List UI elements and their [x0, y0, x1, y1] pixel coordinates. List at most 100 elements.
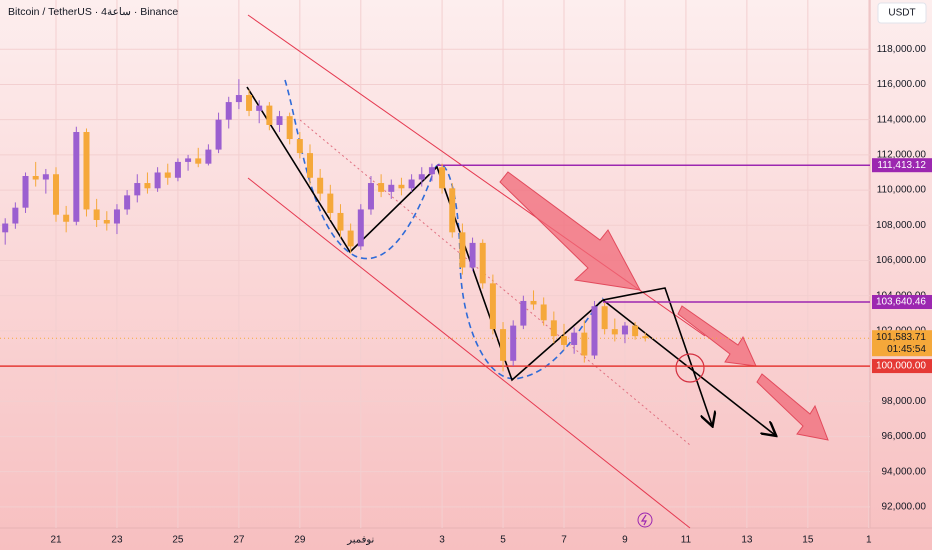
candle-body — [347, 230, 354, 247]
candle-body — [388, 184, 395, 192]
candle-body — [642, 336, 649, 339]
candle-body — [32, 176, 39, 180]
countdown-label: 01:45:54 — [887, 344, 926, 355]
y-tick-label: 110,000.00 — [877, 185, 927, 196]
candle-body — [621, 325, 628, 335]
y-tick-label: 94,000.00 — [882, 466, 927, 477]
trend-arrow — [499, 171, 641, 291]
levels — [0, 164, 870, 367]
candle-body — [337, 212, 344, 231]
candle-body — [246, 95, 253, 111]
level-label: 111,413.12 — [877, 160, 926, 171]
event-icon[interactable] — [637, 512, 653, 528]
candle-body — [83, 132, 90, 210]
candle-body — [22, 176, 29, 208]
last-price-tag — [872, 330, 932, 357]
candle-body — [408, 179, 415, 189]
candle-body — [459, 232, 466, 268]
candle-body — [73, 132, 80, 222]
candle-body — [378, 183, 385, 192]
candle-body — [195, 158, 202, 164]
candle-body — [185, 158, 192, 162]
candle-body — [317, 177, 324, 194]
candle-body — [428, 167, 435, 175]
candle-body — [530, 300, 537, 305]
x-tick-label: نوفمبر — [346, 535, 374, 546]
candle-body — [439, 167, 446, 189]
level-tag — [872, 295, 932, 310]
candle-body — [591, 306, 598, 356]
candle-body — [2, 223, 9, 233]
candle-body — [479, 242, 486, 284]
candle-body — [357, 209, 364, 247]
event-icon — [640, 514, 647, 526]
candle-body — [520, 300, 527, 326]
candle-body — [113, 209, 120, 224]
candle-body — [307, 153, 313, 178]
x-tick-label: 27 — [233, 535, 245, 546]
x-tick-label: 13 — [741, 535, 753, 546]
x-tick-label: 7 — [561, 535, 567, 546]
projection-arrow — [602, 299, 775, 435]
candle-body — [205, 149, 212, 164]
candle-body — [367, 183, 374, 210]
last-price-label: 101,583.71 — [876, 332, 926, 343]
candle-body — [134, 183, 141, 196]
zigzag — [246, 86, 712, 425]
candle-body — [93, 209, 100, 220]
x-tick-label: 23 — [111, 535, 123, 546]
candle-body — [266, 105, 273, 125]
y-tick-label: 92,000.00 — [882, 502, 927, 513]
candle-body — [174, 161, 181, 178]
level-label: 100,000.00 — [876, 361, 926, 372]
y-tick-label: 114,000.00 — [877, 114, 927, 125]
x-tick-label: 25 — [172, 535, 184, 546]
candle-body — [103, 220, 110, 224]
candle-body — [469, 242, 476, 268]
x-tick-label: 3 — [439, 535, 445, 546]
candle-body — [154, 172, 161, 189]
x-tick-label: 21 — [50, 535, 62, 546]
candle-body — [296, 139, 303, 154]
candle-body — [398, 184, 405, 189]
candle-body — [144, 183, 151, 189]
candle-body — [286, 116, 293, 140]
candle-body — [571, 332, 578, 345]
y-tick-label: 98,000.00 — [882, 396, 927, 407]
level-tag — [872, 158, 932, 173]
candle-body — [256, 105, 263, 111]
x-tick-label: 11 — [681, 535, 692, 546]
candle-body — [276, 116, 283, 125]
y-tick-label: 96,000.00 — [882, 431, 927, 442]
currency-label[interactable]: USDT — [888, 8, 915, 19]
candle-body — [53, 174, 59, 215]
x-tick-label: 29 — [294, 535, 306, 546]
y-tick-label: 108,000.00 — [876, 220, 926, 231]
channel-lower — [247, 177, 691, 529]
x-tick-label: 9 — [622, 535, 628, 546]
candle-body — [581, 332, 588, 356]
currency-button[interactable] — [877, 2, 927, 24]
y-tick-label: 112,000.00 — [877, 150, 927, 161]
candle-body — [601, 306, 608, 330]
y-tick-label: 106,000.00 — [876, 255, 926, 266]
candle-body — [561, 336, 567, 345]
candle-body — [63, 214, 70, 222]
drawings — [246, 14, 829, 529]
candle-body — [449, 188, 456, 233]
x-tick-label: 5 — [500, 535, 506, 546]
candle-body — [611, 329, 618, 335]
labels: 92,000.0094,000.0096,000.0098,000.00102,… — [50, 44, 932, 546]
pattern-curve — [284, 79, 436, 260]
candle-body — [12, 207, 19, 224]
level-label: 103,640.46 — [876, 297, 926, 308]
candle-body — [540, 304, 547, 321]
candle-body — [225, 102, 232, 120]
candle-body — [327, 193, 334, 213]
y-tick-label: 116,000.00 — [877, 79, 927, 90]
candle-body — [510, 325, 517, 361]
candles — [2, 79, 649, 372]
candle-body — [418, 174, 425, 180]
trend-arrow — [756, 373, 829, 441]
